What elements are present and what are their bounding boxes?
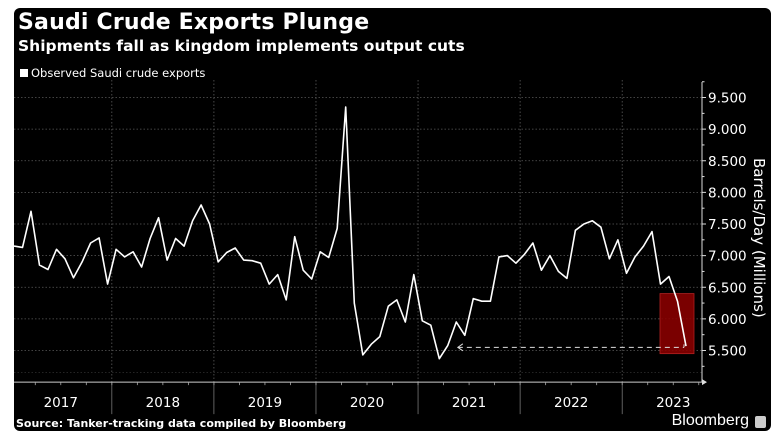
reference-arrow-icon [456,343,464,352]
chart-panel: 9.500 9.000 8.500 8.000 7.500 7.000 6.500 6.000… [14,8,771,431]
y-tick-label: 7.500 [708,217,747,233]
y-tick-label: 9.500 [708,91,747,107]
bloomberg-chart-icon [755,416,766,428]
y-tick-label: 8.500 [708,154,747,170]
series-line-saudi-exports [14,106,687,360]
y-tick-label: 7.000 [708,249,747,265]
x-tick-label: 2021 [452,395,486,411]
legend-label: Observed Saudi crude exports [31,66,206,80]
y-tick-label: 6.500 [708,280,747,296]
y-axis-label: Barrels/Day (Millions) [750,158,768,318]
legend: Observed Saudi crude exports [20,66,205,80]
y-tick-label: 8.000 [708,185,747,201]
y-tick-label: 9.000 [708,122,747,138]
x-tick-label: 2017 [44,395,78,411]
bloomberg-logo: Bloomberg [671,412,749,429]
legend-swatch-icon [20,69,28,77]
y-tick-label: 6.000 [708,312,747,328]
x-tick-label: 2023 [656,395,690,411]
chart-title: Saudi Crude Exports Plunge [18,10,370,35]
x-tick-label: 2018 [146,395,180,411]
x-tick-label: 2022 [554,395,588,411]
source-note: Source: Tanker-tracking data compiled by… [16,417,347,430]
x-tick-label: 2019 [248,395,282,411]
line-chart: 9.500 9.000 8.500 8.000 7.500 7.000 6.500 6.000… [14,80,768,415]
highlight-box [659,293,695,355]
chart-subtitle: Shipments fall as kingdom implements out… [18,37,465,55]
x-tick-label: 2020 [350,395,384,411]
y-tick-label: 5.500 [708,344,747,360]
x-axis-arrow-icon [702,379,707,386]
